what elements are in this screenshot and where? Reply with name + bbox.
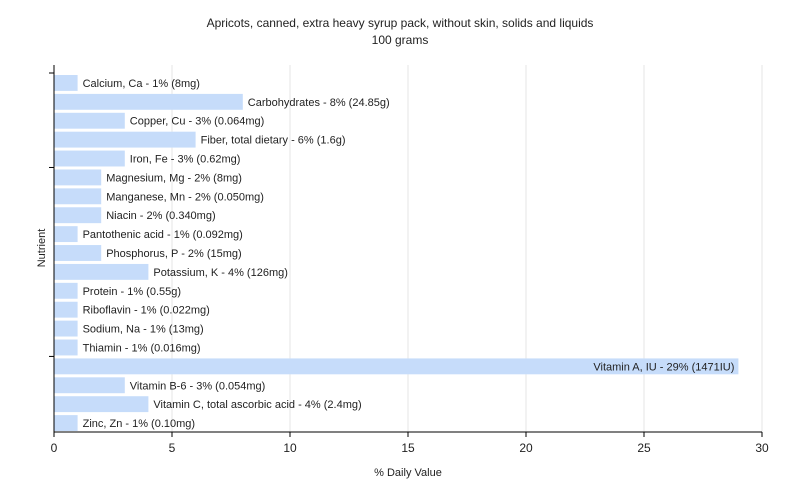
x-axis-label: % Daily Value	[374, 467, 442, 479]
bar-16	[54, 377, 125, 394]
axes-group: 0 5 10 15 20 25 30	[49, 65, 769, 455]
bar-label-3: Fiber, total dietary - 6% (1.6g)	[201, 135, 346, 147]
bar-6	[54, 188, 102, 205]
bar-15	[54, 358, 739, 375]
bar-1	[54, 93, 243, 110]
bar-label-15: Vitamin A, IU - 29% (1471IU)	[593, 361, 734, 373]
y-axis-label: Nutrient	[36, 229, 48, 268]
bar-label-14: Thiamin - 1% (0.016mg)	[83, 342, 201, 354]
bar-2	[54, 112, 125, 129]
x-tick-label-4: 20	[519, 441, 533, 455]
bar-label-18: Zinc, Zn - 1% (0.10mg)	[83, 418, 195, 430]
bars-group: Calcium, Ca - 1% (8mg) Carbohydrates - 8%…	[54, 75, 739, 431]
bar-label-13: Sodium, Na - 1% (13mg)	[83, 324, 204, 336]
chart-subtitle: 100 grams	[372, 33, 429, 47]
bar-18	[54, 415, 78, 431]
bar-label-17: Vitamin C, total ascorbic acid - 4% (2.4…	[153, 399, 361, 411]
bar-label-4: Iron, Fe - 3% (0.62mg)	[130, 154, 241, 166]
bar-label-1: Carbohydrates - 8% (24.85g)	[248, 97, 390, 109]
bar-0	[54, 75, 78, 91]
bar-12	[54, 301, 78, 318]
bar-label-16: Vitamin B-6 - 3% (0.054mg)	[130, 380, 266, 392]
bar-3	[54, 131, 196, 148]
bar-label-12: Riboflavin - 1% (0.022mg)	[83, 305, 210, 317]
bar-label-8: Pantothenic acid - 1% (0.092mg)	[83, 229, 243, 241]
x-tick-label-6: 30	[755, 441, 769, 455]
bar-label-0: Calcium, Ca - 1% (8mg)	[83, 78, 200, 90]
bar-label-10: Potassium, K - 4% (126mg)	[153, 267, 288, 279]
x-tick-label-0: 0	[51, 441, 58, 455]
bar-17	[54, 396, 149, 413]
bar-7	[54, 207, 102, 224]
bar-9	[54, 245, 102, 261]
bar-label-5: Magnesium, Mg - 2% (8mg)	[106, 172, 242, 184]
bar-8	[54, 226, 78, 243]
bar-4	[54, 150, 125, 167]
bar-label-2: Copper, Cu - 3% (0.064mg)	[130, 116, 265, 128]
bar-13	[54, 320, 78, 337]
bar-label-9: Phosphorus, P - 2% (15mg)	[106, 248, 242, 260]
x-tick-label-2: 10	[283, 441, 297, 455]
x-tick-label-1: 5	[169, 441, 176, 455]
bar-label-11: Protein - 1% (0.55g)	[83, 286, 181, 298]
bar-label-6: Manganese, Mn - 2% (0.050mg)	[106, 191, 264, 203]
chart-title: Apricots, canned, extra heavy syrup pack…	[207, 16, 594, 30]
bar-14	[54, 339, 78, 356]
bar-label-7: Niacin - 2% (0.340mg)	[106, 210, 215, 222]
x-tick-label-3: 15	[401, 441, 415, 455]
x-tick-label-5: 25	[637, 441, 651, 455]
bar-5	[54, 169, 102, 186]
bar-10	[54, 263, 149, 280]
bar-11	[54, 282, 78, 299]
